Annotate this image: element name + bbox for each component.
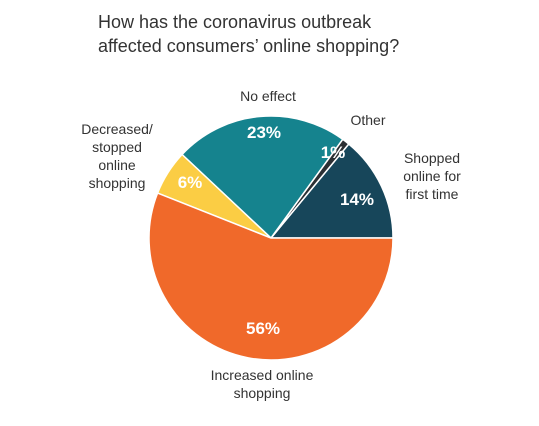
category-label: Other [350,112,385,128]
pie-slice-shopped-online-for-first-time [270,143,394,239]
chart-title: How has the coronavirus outbreak affecte… [98,10,498,58]
pie-slice-increased-online-shopping [148,192,394,361]
category-label: No effect [240,88,296,104]
category-label: Increased online shopping [211,367,314,401]
value-label: 14% [340,190,374,209]
pie-slice-no-effect [181,115,344,239]
chart-title-line-2: affected consumers’ online shopping? [98,36,400,56]
value-label: 1% [321,143,346,162]
category-label: Shopped online for first time [403,150,461,202]
category-label: Decreased/stopped online shopping [81,121,153,191]
value-label: 6% [178,173,203,192]
value-label: 23% [247,123,281,142]
value-label: 56% [246,319,280,338]
chart-title-line-1: How has the coronavirus outbreak [98,12,372,32]
